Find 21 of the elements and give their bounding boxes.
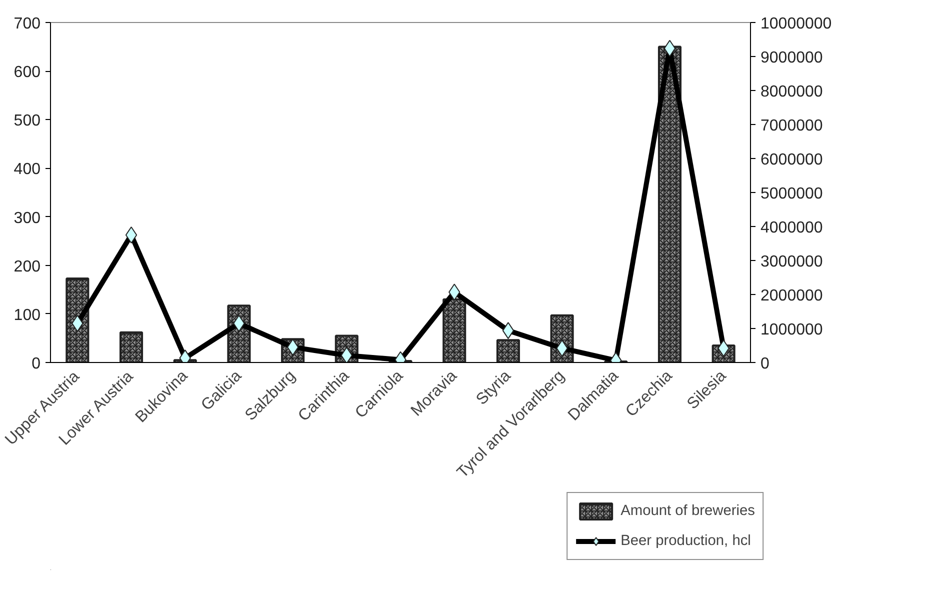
y2-tick-label: 9000000 [760,50,823,66]
y-tick-label: 400 [14,161,41,178]
y-tick-label: 100 [14,306,41,324]
y2-tick-label: 0 [760,356,770,372]
y2-tick-label: 7000000 [760,118,823,134]
y2-tick-label: 8000000 [760,84,823,100]
y2-tick-label: 10000000 [760,16,832,32]
y2-tick-label: 6000000 [760,152,823,168]
y-tick-label: 200 [14,258,41,276]
legend-label: Beer production, hcl [620,533,751,549]
y2-tick-label: 5000000 [760,186,823,202]
y-tick-label: 700 [14,16,41,32]
y2-tick-label: 1000000 [760,322,823,338]
y-tick-label: 300 [14,210,41,227]
y2-tick-label: 3000000 [760,254,823,270]
y-tick-label: 500 [14,112,41,130]
y2-tick-label: 2000000 [760,288,823,304]
y2-tick-label: 4000000 [760,220,823,236]
y-tick-label: 600 [14,64,41,82]
y-tick-label: 0 [32,356,41,372]
legend-label: Amount of breweries [620,503,755,519]
